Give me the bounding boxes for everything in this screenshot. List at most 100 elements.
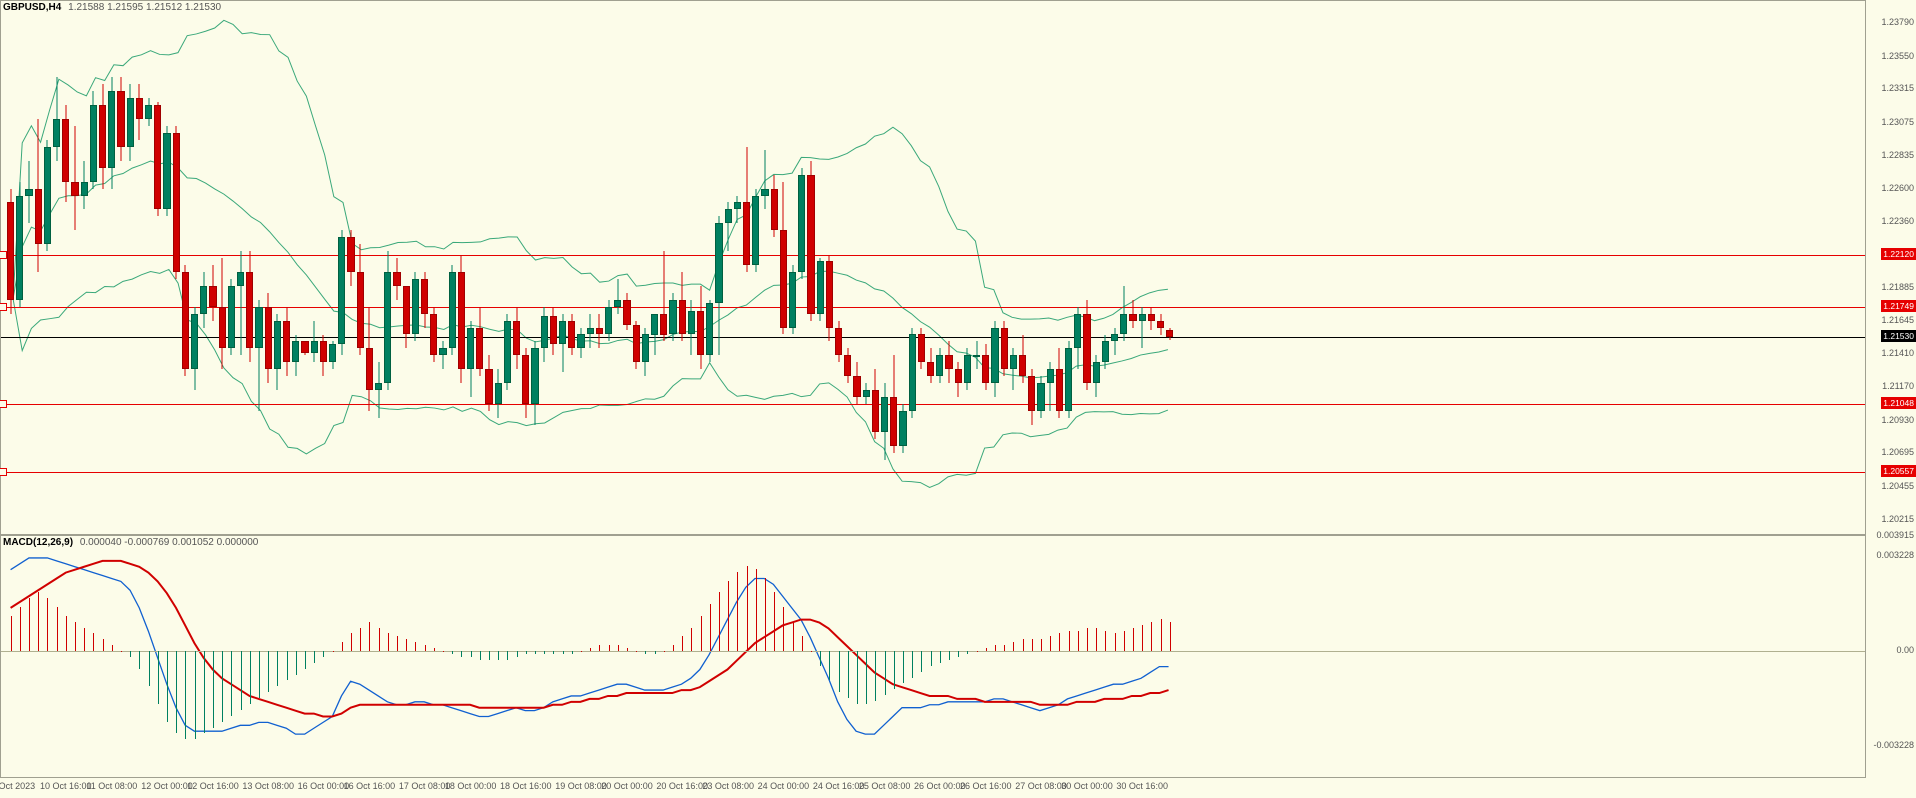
candle[interactable] xyxy=(587,314,594,349)
candle[interactable] xyxy=(550,307,557,356)
line-marker-icon[interactable] xyxy=(0,400,7,408)
resistance-line[interactable] xyxy=(1,404,1865,405)
candle[interactable] xyxy=(439,341,446,369)
candle[interactable] xyxy=(1129,300,1136,328)
candle[interactable] xyxy=(771,175,778,238)
candle[interactable] xyxy=(872,369,879,438)
candle[interactable] xyxy=(1019,335,1026,384)
candle[interactable] xyxy=(357,244,364,355)
candle[interactable] xyxy=(1010,348,1017,390)
candle[interactable] xyxy=(559,314,566,372)
line-marker-icon[interactable] xyxy=(0,303,7,311)
candle[interactable] xyxy=(881,383,888,459)
candle[interactable] xyxy=(191,307,198,390)
candle[interactable] xyxy=(467,321,474,397)
candle[interactable] xyxy=(669,293,676,342)
candle[interactable] xyxy=(817,258,824,321)
candle[interactable] xyxy=(1037,376,1044,418)
candle[interactable] xyxy=(826,255,833,341)
candle[interactable] xyxy=(44,140,51,251)
candle[interactable] xyxy=(531,341,538,424)
candle[interactable] xyxy=(292,335,299,377)
candle[interactable] xyxy=(807,161,814,321)
line-marker-icon[interactable] xyxy=(0,468,7,476)
candle[interactable] xyxy=(476,307,483,376)
candle[interactable] xyxy=(53,77,60,160)
candle[interactable] xyxy=(7,189,14,314)
candle[interactable] xyxy=(660,251,667,341)
candle[interactable] xyxy=(899,404,906,453)
candle[interactable] xyxy=(200,272,207,328)
candle[interactable] xyxy=(688,300,695,356)
candle[interactable] xyxy=(449,265,456,355)
candle[interactable] xyxy=(835,321,842,363)
candle[interactable] xyxy=(504,314,511,390)
candle[interactable] xyxy=(1028,369,1035,425)
candle[interactable] xyxy=(117,77,124,160)
candle[interactable] xyxy=(485,355,492,411)
candle[interactable] xyxy=(1083,300,1090,390)
candle[interactable] xyxy=(366,307,373,411)
candle[interactable] xyxy=(163,126,170,216)
candle[interactable] xyxy=(301,341,308,355)
candle[interactable] xyxy=(81,161,88,210)
candle[interactable] xyxy=(577,328,584,359)
candle[interactable] xyxy=(780,182,787,335)
candle[interactable] xyxy=(1047,362,1054,411)
resistance-line[interactable] xyxy=(1,255,1865,256)
candle[interactable] xyxy=(1120,286,1127,342)
resistance-line[interactable] xyxy=(1,307,1865,308)
candle[interactable] xyxy=(338,230,345,355)
candle[interactable] xyxy=(568,314,575,356)
price-chart-area[interactable]: GBPUSD,H4 1.21588 1.21595 1.21512 1.2153… xyxy=(0,0,1866,535)
candle[interactable] xyxy=(329,341,336,369)
candle[interactable] xyxy=(918,328,925,370)
candle[interactable] xyxy=(679,272,686,341)
candle[interactable] xyxy=(798,168,805,279)
candle[interactable] xyxy=(1065,341,1072,417)
candle[interactable] xyxy=(173,126,180,279)
candle[interactable] xyxy=(761,150,768,210)
candle[interactable] xyxy=(890,355,897,452)
candle[interactable] xyxy=(495,369,502,418)
candle[interactable] xyxy=(752,189,759,272)
candle[interactable] xyxy=(1157,314,1164,335)
candle[interactable] xyxy=(1111,328,1118,356)
candle[interactable] xyxy=(1148,307,1155,331)
candle[interactable] xyxy=(421,272,428,328)
candle[interactable] xyxy=(734,196,741,224)
candle[interactable] xyxy=(384,251,391,390)
candle[interactable] xyxy=(513,307,520,370)
candle[interactable] xyxy=(623,293,630,331)
candle[interactable] xyxy=(430,307,437,363)
candle[interactable] xyxy=(715,216,722,355)
candle[interactable] xyxy=(393,258,400,300)
candle[interactable] xyxy=(320,335,327,377)
candle[interactable] xyxy=(246,251,253,362)
candle[interactable] xyxy=(108,77,115,188)
candle[interactable] xyxy=(541,307,548,363)
candle[interactable] xyxy=(982,344,989,390)
candle[interactable] xyxy=(706,300,713,363)
candle[interactable] xyxy=(25,161,32,224)
macd-chart-area[interactable]: MACD(12,26,9) 0.000040 -0.000769 0.00105… xyxy=(0,535,1866,778)
candle[interactable] xyxy=(596,314,603,349)
candle[interactable] xyxy=(936,348,943,383)
candle[interactable] xyxy=(955,362,962,397)
candle[interactable] xyxy=(228,279,235,355)
candle[interactable] xyxy=(90,91,97,188)
candle[interactable] xyxy=(274,314,281,390)
candle[interactable] xyxy=(311,321,318,363)
candle[interactable] xyxy=(182,265,189,376)
candle[interactable] xyxy=(71,126,78,230)
candle[interactable] xyxy=(458,255,465,383)
candle[interactable] xyxy=(375,362,382,418)
candle[interactable] xyxy=(1093,355,1100,397)
candle[interactable] xyxy=(347,230,354,286)
candle[interactable] xyxy=(725,202,732,251)
candle[interactable] xyxy=(605,300,612,342)
candle[interactable] xyxy=(1074,307,1081,370)
candle[interactable] xyxy=(863,383,870,404)
candle[interactable] xyxy=(1166,328,1173,341)
candle[interactable] xyxy=(237,251,244,355)
